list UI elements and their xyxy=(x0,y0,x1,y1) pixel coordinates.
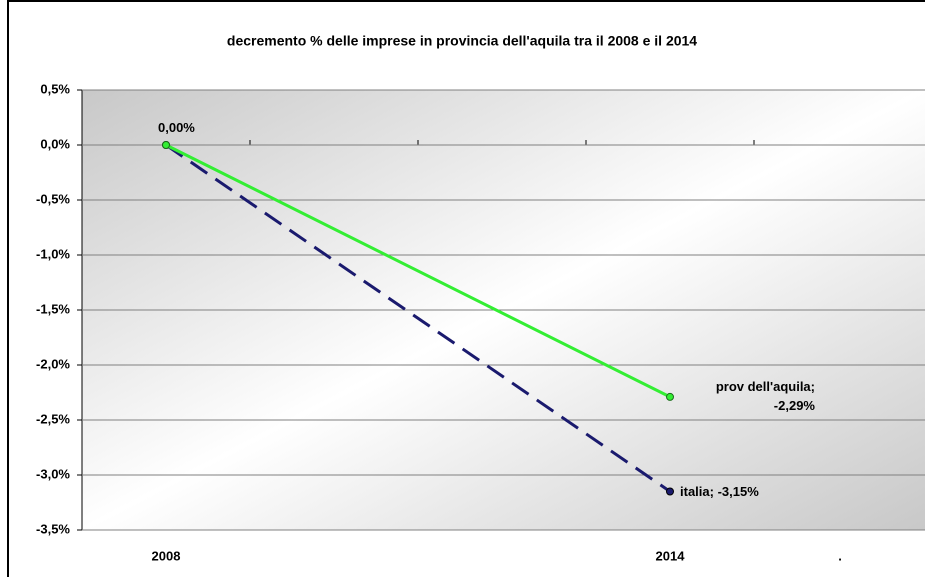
marker xyxy=(666,392,674,401)
x-tick-label: 2014 xyxy=(656,548,686,563)
y-tick-label: -1,5% xyxy=(36,301,70,316)
y-tick-label: -3,0% xyxy=(36,466,70,481)
series-line xyxy=(165,143,671,493)
y-tick-label: -3,5% xyxy=(36,521,70,536)
series-line xyxy=(165,143,671,399)
marker xyxy=(162,141,170,149)
y-tick-label: -1,0% xyxy=(36,246,70,261)
y-tick-label: -2,0% xyxy=(36,356,70,371)
y-tick-label: -2,5% xyxy=(36,411,70,426)
y-tick-label: 0,5% xyxy=(40,81,70,96)
marker xyxy=(666,487,674,496)
y-tick-label: 0,0% xyxy=(40,136,70,151)
data-label: italia; -3,15% xyxy=(680,483,759,499)
x-tick-label: 2008 xyxy=(152,548,181,563)
x-tick-label: . xyxy=(838,548,842,563)
y-tick-label: -0,5% xyxy=(36,191,70,206)
data-label: prov dell'aquila; -2,29% xyxy=(715,378,815,413)
data-label: 0,00% xyxy=(158,120,195,135)
chart-title: decremento % delle imprese in provincia … xyxy=(227,33,697,49)
